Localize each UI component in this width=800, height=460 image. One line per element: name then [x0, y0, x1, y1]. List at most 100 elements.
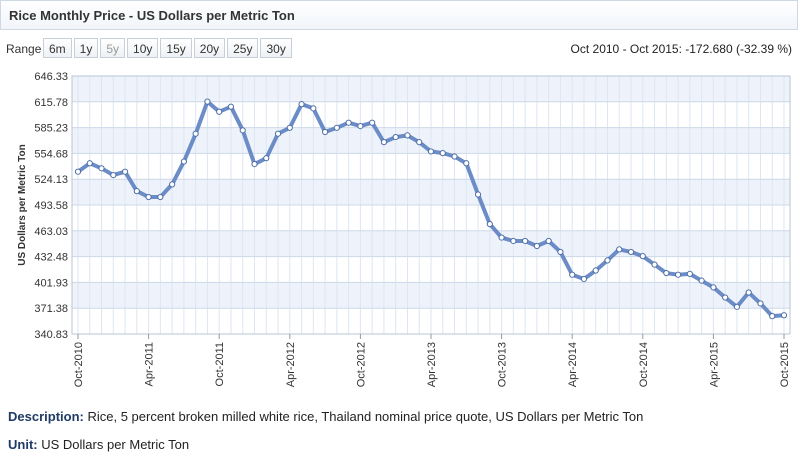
data-point — [474, 191, 482, 198]
y-tick-label: 493.58 — [34, 200, 68, 212]
data-point — [298, 101, 305, 108]
price-line-chart: 340.83 371.38 401.93 432.48 463.03 493.58 524.… — [17, 71, 791, 387]
x-tick-label: Apr-2015 — [708, 342, 720, 387]
data-point — [545, 237, 552, 245]
data-point — [722, 294, 729, 301]
data-point — [121, 168, 129, 175]
y-tick-label: 646.33 — [34, 71, 68, 83]
y-tick-label: 554.68 — [34, 148, 68, 160]
data-point — [169, 181, 176, 188]
data-point — [286, 124, 293, 131]
range-button-15y[interactable]: 15y — [160, 38, 192, 58]
data-point — [110, 171, 117, 179]
range-button-5y[interactable]: 5y — [100, 38, 126, 58]
data-point — [710, 284, 717, 291]
y-tick-label: 432.48 — [34, 252, 68, 264]
x-tick-label: Apr-2011 — [144, 342, 156, 386]
price-change-summary: Oct 2010 - Oct 2015: -172.680 (-32.39 %) — [570, 42, 792, 56]
x-tick-label: Oct-2010 — [73, 342, 85, 387]
data-point — [604, 257, 611, 264]
data-point — [533, 242, 541, 250]
data-point — [651, 261, 658, 268]
data-point — [357, 123, 364, 130]
data-point — [439, 150, 446, 157]
data-point — [639, 253, 646, 260]
data-point — [780, 312, 788, 319]
unit-label: Unit: — [8, 437, 38, 452]
data-point — [333, 124, 340, 131]
data-point — [557, 248, 564, 256]
data-point — [204, 98, 211, 105]
description-text: Rice, 5 percent broken milled white rice… — [87, 409, 644, 424]
unit: Unit: US Dollars per Metric Ton — [8, 437, 189, 452]
data-point — [663, 269, 670, 277]
data-point — [733, 303, 741, 310]
data-point — [463, 160, 470, 167]
data-point — [498, 234, 505, 241]
data-point — [274, 130, 282, 137]
x-tick-label: Oct-2014 — [638, 342, 650, 387]
range-button-20y[interactable]: 20y — [193, 38, 226, 58]
data-point — [145, 193, 152, 201]
x-tick-label: Apr-2013 — [426, 342, 438, 387]
data-point — [757, 300, 764, 307]
data-point — [451, 153, 458, 160]
x-tick-label: Oct-2012 — [355, 342, 367, 387]
description: Description: Rice, 5 percent broken mill… — [8, 409, 643, 424]
x-tick-label: Oct-2013 — [497, 342, 509, 387]
y-tick-label: 371.38 — [34, 303, 68, 315]
data-point — [263, 155, 270, 162]
data-point — [86, 160, 93, 167]
data-point — [345, 119, 352, 126]
data-point — [216, 108, 223, 115]
chart-header: Rice Monthly Price - US Dollars per Metr… — [0, 0, 798, 30]
y-tick-label: 463.03 — [34, 226, 68, 238]
data-point — [486, 220, 493, 228]
range-button-6m[interactable]: 6m — [43, 38, 72, 58]
range-button-25y[interactable]: 25y — [227, 38, 259, 58]
data-point — [251, 161, 258, 168]
data-point — [427, 148, 435, 155]
description-label: Description: — [8, 409, 84, 424]
data-point — [745, 289, 752, 296]
data-point — [369, 119, 376, 126]
y-tick-label: 340.83 — [34, 329, 68, 341]
range-button-10y[interactable]: 10y — [127, 38, 159, 58]
range-selector: 6m 1y 5y 10y 15y 20y 25y 30y — [43, 38, 294, 58]
y-tick-label: 585.23 — [34, 123, 68, 135]
range-button-30y[interactable]: 30y — [260, 38, 292, 58]
x-tick-label: Apr-2012 — [285, 342, 297, 387]
y-tick-label: 615.78 — [34, 97, 68, 109]
page-title: Rice Monthly Price - US Dollars per Metr… — [9, 8, 295, 23]
data-point — [569, 271, 576, 278]
data-point — [98, 165, 105, 172]
data-point — [180, 158, 187, 165]
data-point — [592, 267, 599, 274]
data-point — [404, 132, 411, 139]
data-point — [157, 193, 164, 201]
x-tick-label: Apr-2014 — [567, 342, 579, 387]
data-point — [380, 139, 388, 146]
data-point — [769, 313, 776, 320]
data-point — [675, 271, 682, 278]
data-point — [192, 130, 199, 137]
y-axis-title: US Dollars per Metric Ton — [17, 144, 28, 266]
data-point — [392, 133, 399, 141]
range-label: Range — [6, 42, 42, 56]
data-point — [522, 237, 529, 245]
data-point — [698, 277, 705, 284]
data-point — [580, 275, 588, 283]
x-tick-label: Oct-2015 — [779, 342, 791, 387]
y-tick-label: 524.13 — [34, 174, 68, 186]
data-point — [616, 246, 623, 253]
data-point — [322, 128, 329, 136]
data-point — [416, 139, 423, 146]
data-point — [310, 105, 317, 112]
data-point — [227, 103, 235, 110]
data-point — [627, 248, 635, 256]
y-tick-label: 401.93 — [34, 277, 68, 289]
data-point — [686, 270, 693, 277]
data-point — [74, 168, 82, 175]
range-button-1y[interactable]: 1y — [73, 38, 99, 58]
data-point — [510, 237, 517, 245]
